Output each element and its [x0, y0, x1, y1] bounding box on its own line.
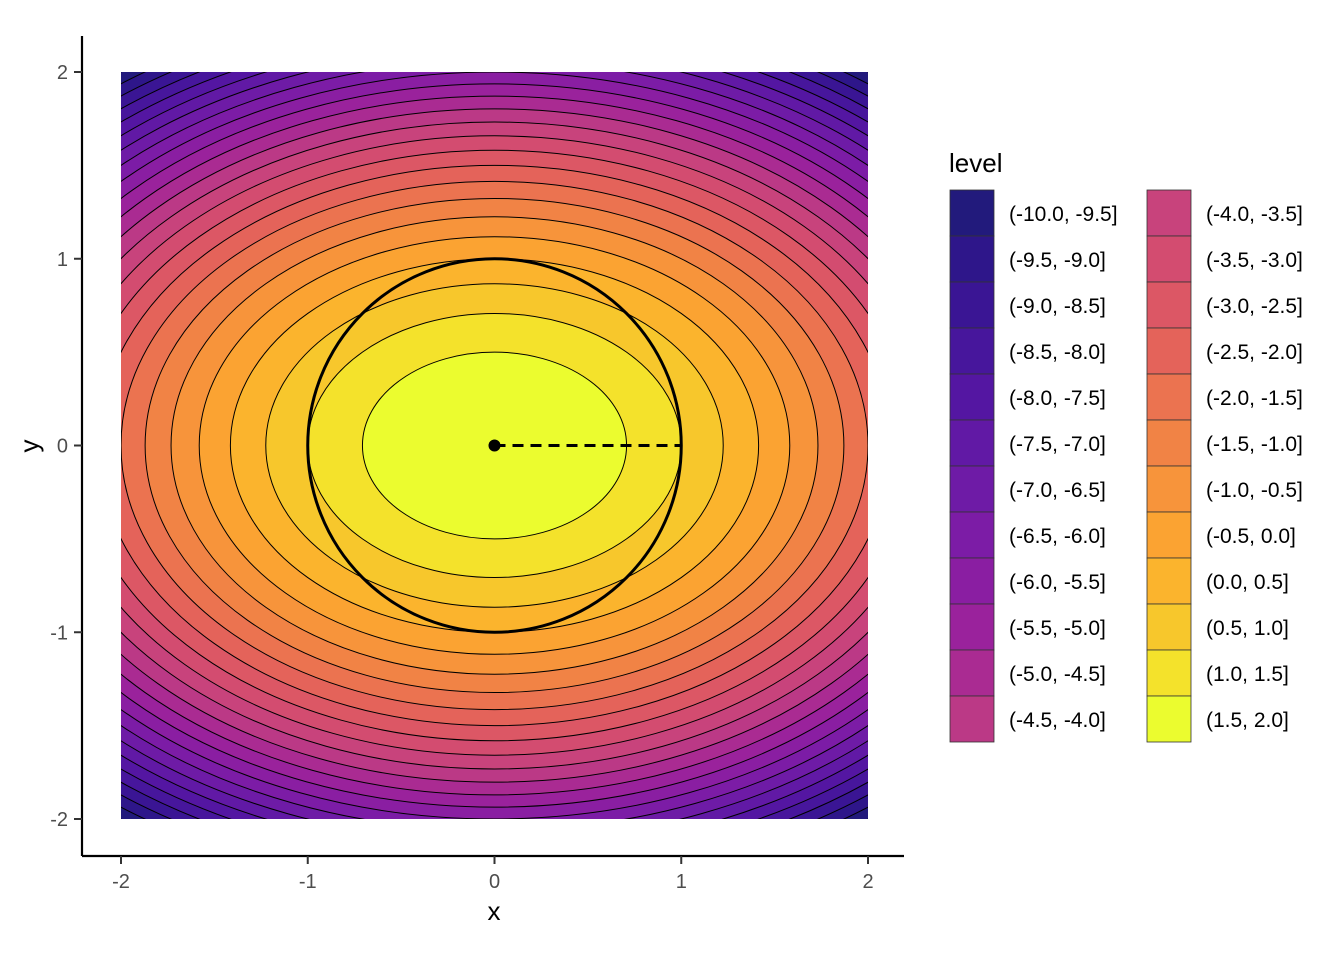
legend-label: (1.0, 1.5] — [1206, 663, 1289, 686]
contour-line-layer — [121, 72, 868, 819]
y-tick-label: 0 — [57, 436, 68, 458]
legend-swatch — [1146, 419, 1192, 467]
legend-label: (-10.0, -9.5] — [1009, 203, 1118, 226]
contour-line — [170, 216, 819, 675]
legend-label: (-8.0, -7.5] — [1009, 387, 1106, 410]
legend-label: (0.5, 1.0] — [1206, 617, 1289, 640]
legend-items: (-10.0, -9.5] (-9.5, -9.0] (-9.0, -8.5] (-8… — [949, 189, 1303, 743]
x-axis-title: x — [488, 896, 501, 926]
legend: level (-10.0, -9.5] (-9.5, -9.0] (-9.0, -8… — [949, 148, 1303, 743]
legend-swatch — [1146, 695, 1192, 743]
legend-swatch — [949, 603, 995, 651]
contour-line — [144, 197, 845, 694]
legend-label: (-9.0, -8.5] — [1009, 295, 1106, 318]
legend-label: (-1.0, -0.5] — [1206, 479, 1303, 502]
legend-swatch — [1146, 235, 1192, 283]
legend-label: (-9.5, -9.0] — [1009, 249, 1106, 272]
legend-label: (-3.5, -3.0] — [1206, 249, 1303, 272]
center-point — [488, 439, 501, 452]
legend-label: (-5.5, -5.0] — [1009, 617, 1106, 640]
legend-swatch — [949, 465, 995, 513]
legend-swatch — [949, 511, 995, 559]
annotation-layer — [306, 257, 683, 634]
tick-layer: -2 -1 0 1 2 -2 -1 0 1 2 — [50, 62, 873, 893]
legend-label: (-7.5, -7.0] — [1009, 433, 1106, 456]
legend-swatch — [949, 649, 995, 697]
legend-swatch — [1146, 603, 1192, 651]
contour-line — [198, 236, 791, 655]
legend-swatch — [949, 695, 995, 743]
legend-swatch — [949, 281, 995, 329]
legend-label: (-6.0, -5.5] — [1009, 571, 1106, 594]
contour-line — [121, 164, 868, 727]
legend-label: (-4.0, -3.5] — [1206, 203, 1303, 226]
x-tick-label: -2 — [112, 871, 130, 893]
contour-line — [121, 95, 868, 796]
legend-swatch — [949, 373, 995, 421]
contour-line — [121, 149, 868, 742]
legend-label: (1.5, 2.0] — [1206, 709, 1289, 732]
legend-label: (-0.5, 0.0] — [1206, 525, 1296, 548]
legend-label: (-6.5, -6.0] — [1009, 525, 1106, 548]
legend-label: (-2.5, -2.0] — [1206, 341, 1303, 364]
x-tick-label: 1 — [676, 871, 687, 893]
legend-label: (0.0, 0.5] — [1206, 571, 1289, 594]
legend-swatch — [949, 235, 995, 283]
legend-label: (-7.0, -6.5] — [1009, 479, 1106, 502]
legend-swatch — [1146, 281, 1192, 329]
legend-label: (-2.0, -1.5] — [1206, 387, 1303, 410]
legend-label: (-1.5, -1.0] — [1206, 433, 1303, 456]
y-axis-title: y — [14, 440, 44, 453]
contour-line — [121, 121, 868, 770]
y-tick-label: -1 — [50, 622, 68, 644]
legend-swatch — [949, 327, 995, 375]
legend-swatch — [949, 419, 995, 467]
legend-swatch — [949, 189, 995, 237]
x-tick-label: 2 — [862, 871, 873, 893]
legend-label: (-4.5, -4.0] — [1009, 709, 1106, 732]
legend-label: (-8.5, -8.0] — [1009, 341, 1106, 364]
legend-swatch — [1146, 327, 1192, 375]
y-tick-label: 2 — [57, 62, 68, 84]
legend-swatch — [1146, 649, 1192, 697]
legend-swatch — [1146, 557, 1192, 605]
legend-swatch — [1146, 511, 1192, 559]
contour-line — [121, 135, 868, 756]
legend-swatch — [949, 557, 995, 605]
contour-line — [265, 283, 724, 608]
legend-label: (-5.0, -4.5] — [1009, 663, 1106, 686]
legend-label: (-3.0, -2.5] — [1206, 295, 1303, 318]
legend-swatch — [1146, 189, 1192, 237]
contour-line — [121, 108, 868, 783]
x-tick-label: 0 — [489, 871, 500, 893]
legend-title: level — [949, 148, 1002, 178]
x-tick-label: -1 — [299, 871, 317, 893]
legend-swatch — [1146, 465, 1192, 513]
y-tick-label: -2 — [50, 809, 68, 831]
legend-swatch — [1146, 373, 1192, 421]
y-tick-label: 1 — [57, 249, 68, 271]
contour-line — [121, 83, 868, 808]
contour-line — [121, 180, 868, 711]
